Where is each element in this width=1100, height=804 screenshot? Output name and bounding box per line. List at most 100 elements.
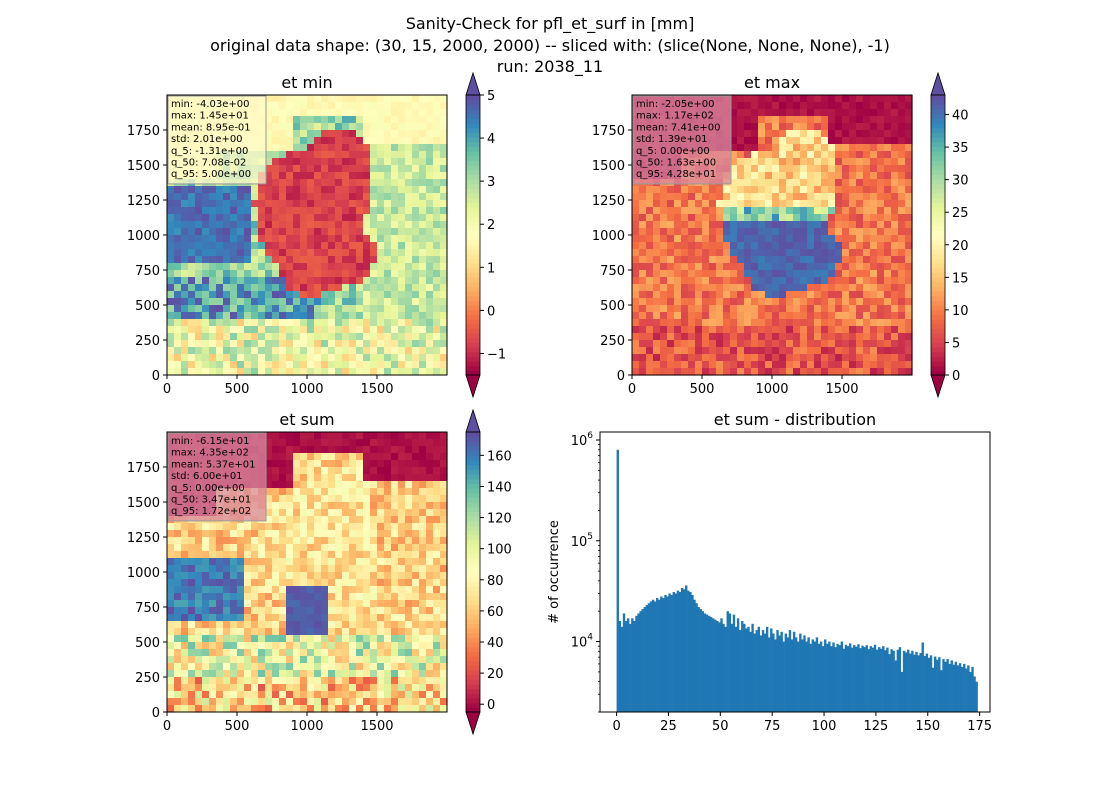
histogram-bar <box>836 644 838 712</box>
colorbar-tick-label: 4 <box>487 132 495 147</box>
histogram-bar <box>698 607 700 712</box>
histogram-bar <box>953 665 955 712</box>
colorbar-tick-label: 0 <box>487 304 495 319</box>
histogram-bar <box>710 617 712 712</box>
colorbar-tick-label: 20 <box>487 667 504 682</box>
histogram-bar <box>859 648 861 712</box>
colorbar-tick-label: −1 <box>487 347 506 362</box>
histogram-bar <box>940 670 942 712</box>
histogram-bar <box>801 639 803 712</box>
y-tick-label: 0 <box>617 369 625 384</box>
y-tick-label: 250 <box>600 334 625 349</box>
histogram-bar <box>957 665 959 712</box>
histogram-bar <box>870 646 872 712</box>
histogram-bar <box>959 663 961 712</box>
x-tick-label: 50 <box>712 719 729 734</box>
stats-line: q_95: 5.00e+00 <box>171 169 251 180</box>
histogram-bar <box>847 646 849 712</box>
histogram-bar <box>702 611 704 712</box>
histogram-bar <box>762 630 764 712</box>
histogram-bar <box>660 596 662 712</box>
x-tick-label: 1500 <box>360 382 393 397</box>
colorbar-tick-label: 100 <box>487 543 512 558</box>
stats-line: max: 1.17e+02 <box>636 111 714 122</box>
histogram-bar <box>907 650 909 712</box>
histogram-bar <box>666 596 668 712</box>
histogram-bar <box>951 660 953 712</box>
histogram-bar <box>975 682 977 712</box>
histogram-bar <box>793 632 795 712</box>
suptitle-line1: Sanity-Check for pfl_et_surf in [mm] <box>406 14 695 34</box>
histogram-bar <box>635 616 637 712</box>
histogram-bar <box>812 639 814 712</box>
histogram-bar <box>776 630 778 712</box>
colorbar-tick-label: 0 <box>487 698 495 713</box>
histogram-bar <box>909 654 911 712</box>
histogram-bar <box>691 595 693 712</box>
histogram-bar <box>648 603 650 712</box>
histogram-bar <box>919 653 921 712</box>
histogram-bar <box>751 624 753 712</box>
histogram-bar <box>650 601 652 712</box>
histogram-bar <box>749 632 751 712</box>
histogram-bar <box>863 647 865 712</box>
panel-title: et sum - distribution <box>714 410 876 429</box>
y-tick-label: 1000 <box>592 229 625 244</box>
x-tick-label: 125 <box>863 719 888 734</box>
histogram-bar <box>778 635 780 712</box>
histogram-bar <box>722 624 724 712</box>
histogram-bar <box>658 600 660 712</box>
histogram-bar <box>783 642 785 712</box>
histogram-bar <box>739 630 741 712</box>
colorbar-tick-label: 1 <box>487 261 495 276</box>
histogram-bar <box>893 651 895 712</box>
histogram-bar <box>930 655 932 712</box>
stats-line: q_95: 1.72e+02 <box>171 506 251 517</box>
stats-line: q_50: 7.08e-02 <box>171 158 246 169</box>
histogram-bar <box>949 664 951 712</box>
y-tick-label: 0 <box>152 369 160 384</box>
histogram-bar <box>768 637 770 712</box>
histogram-bar <box>718 622 720 712</box>
histogram-bar <box>687 591 689 712</box>
histogram-bar <box>961 667 963 712</box>
x-tick-label: 500 <box>225 382 250 397</box>
x-tick-label: 0 <box>612 719 620 734</box>
histogram-bar <box>888 654 890 712</box>
histogram-bar <box>899 647 901 712</box>
y-tick-label: 1750 <box>127 461 160 476</box>
histogram-bar <box>913 655 915 712</box>
histogram-bar <box>963 664 965 712</box>
histogram-bar <box>741 621 743 712</box>
stats-line: std: 1.39e+01 <box>636 134 708 145</box>
stats-line: mean: 7.41e+00 <box>636 122 720 133</box>
histogram-bar <box>938 657 940 712</box>
histogram-bar <box>716 621 718 712</box>
colorbar-tick-label: 5 <box>487 89 495 104</box>
histogram-bar <box>720 618 722 712</box>
x-tick-label: 1500 <box>825 382 858 397</box>
histogram-bar <box>679 592 681 712</box>
histogram-bar <box>780 632 782 712</box>
y-tick-label: 750 <box>135 264 160 279</box>
suptitle-line2: original data shape: (30, 15, 2000, 2000… <box>210 36 890 55</box>
histogram-bar <box>789 630 791 712</box>
histogram-bar <box>662 598 664 712</box>
colorbar-tick-label: 160 <box>487 449 512 464</box>
y-tick-label: 500 <box>135 299 160 314</box>
colorbar-tick-label: 3 <box>487 175 495 190</box>
x-tick-label: 1000 <box>290 382 323 397</box>
y-tick-label: 1500 <box>592 159 625 174</box>
histogram-bar <box>828 642 830 712</box>
histogram-bar <box>625 621 627 712</box>
y-tick-label: 250 <box>135 334 160 349</box>
stats-line: std: 6.00e+01 <box>171 471 243 482</box>
y-tick-label: 1750 <box>592 124 625 139</box>
histogram-bar <box>822 646 824 712</box>
histogram-bar <box>700 609 702 712</box>
histogram-bar <box>805 642 807 712</box>
y-axis-label: # of occurrence <box>547 520 562 624</box>
histogram-bar <box>712 618 714 712</box>
x-tick-label: 500 <box>690 382 715 397</box>
histogram-bar <box>810 644 812 712</box>
